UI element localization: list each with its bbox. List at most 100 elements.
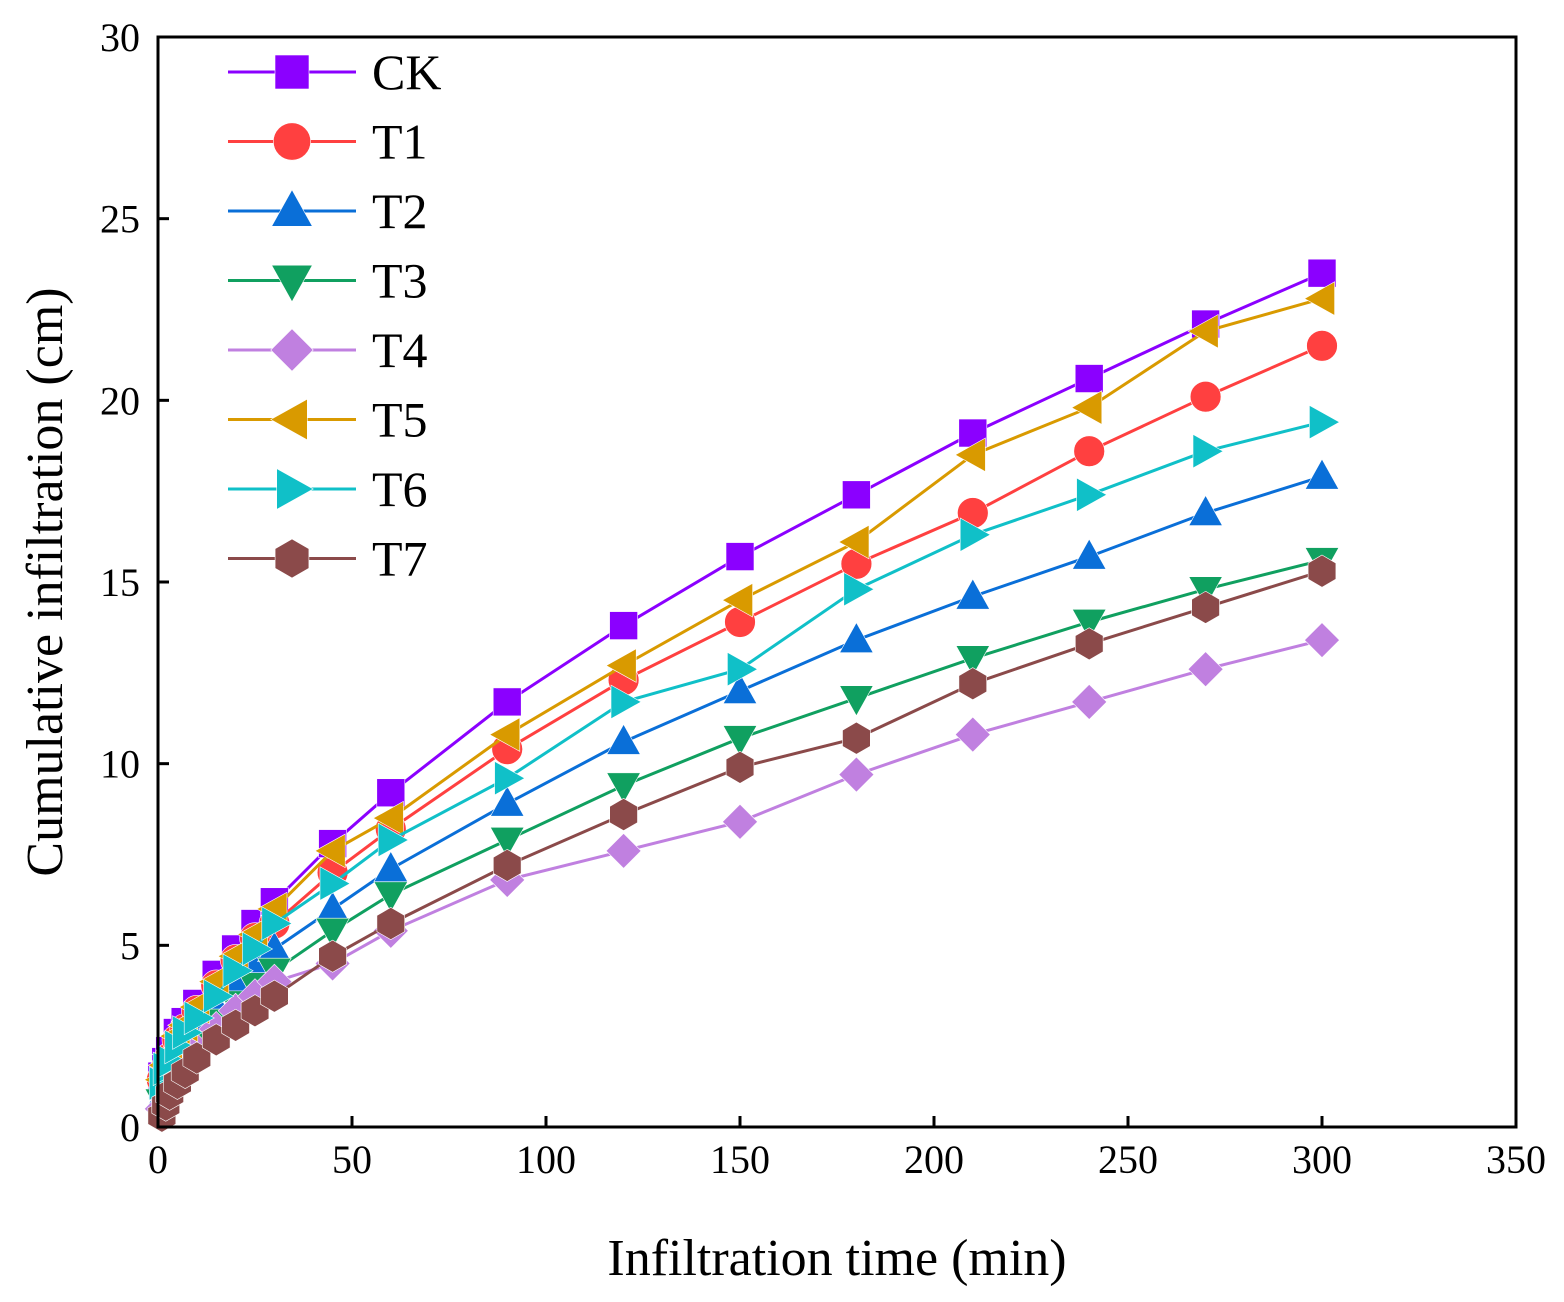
- data-point: [261, 906, 293, 941]
- plot-area-frame: [156, 35, 1518, 1129]
- data-point: [839, 685, 874, 717]
- y-tick-label: 5: [120, 923, 140, 968]
- data-point: [1071, 609, 1107, 641]
- data-point: [314, 833, 346, 869]
- data-point: [489, 785, 525, 817]
- data-point: [958, 667, 988, 701]
- data-point: [606, 723, 641, 755]
- x-tick-label: 200: [904, 1137, 964, 1182]
- legend-marker: [271, 189, 313, 227]
- data-point: [722, 725, 758, 757]
- legend-label: T7: [372, 531, 428, 587]
- data-point: [955, 645, 991, 677]
- series-t7: [147, 554, 1337, 1133]
- data-point: [1074, 364, 1104, 393]
- data-point: [1303, 281, 1335, 316]
- data-point: [377, 822, 409, 858]
- legend-entry: T6: [228, 461, 428, 517]
- data-point: [183, 1000, 215, 1036]
- legend-marker: [274, 538, 310, 579]
- data-point: [1189, 381, 1222, 413]
- legend-label: T3: [372, 253, 428, 309]
- data-point: [260, 979, 289, 1013]
- data-point: [319, 866, 351, 901]
- legend-marker: [271, 264, 313, 303]
- data-point: [605, 648, 637, 683]
- x-tick-label: 50: [332, 1137, 372, 1182]
- legend-entry: T4: [228, 322, 428, 378]
- y-axis-title: Cumulative infiltration (cm): [17, 287, 74, 876]
- y-tick-label: 10: [100, 742, 140, 787]
- y-tick-label: 30: [100, 15, 140, 60]
- x-tick-label: 100: [516, 1137, 576, 1182]
- data-point: [318, 939, 347, 973]
- legend-marker: [274, 54, 310, 90]
- legend-label: T4: [372, 322, 428, 378]
- x-tick-label: 350: [1486, 1137, 1546, 1182]
- data-point: [609, 798, 638, 831]
- data-point: [203, 978, 235, 1014]
- data-point: [1071, 683, 1108, 720]
- data-point: [489, 717, 521, 752]
- data-point: [242, 931, 274, 967]
- y-tick-label: 20: [100, 378, 140, 423]
- data-point: [492, 848, 522, 882]
- data-point: [606, 772, 641, 804]
- x-tick-label: 300: [1292, 1137, 1352, 1182]
- legend-marker: [276, 468, 314, 510]
- data-point: [376, 778, 406, 808]
- legend-entry: CK: [228, 44, 441, 100]
- data-point: [1191, 590, 1220, 624]
- data-point: [315, 917, 350, 949]
- data-point: [494, 760, 526, 796]
- x-tick-label: 0: [148, 1137, 168, 1182]
- data-point: [843, 571, 875, 607]
- legend: CK T1 T2 T3 T4 T5 T6 T7: [228, 44, 441, 587]
- data-point: [954, 437, 986, 473]
- data-point: [1192, 433, 1224, 469]
- legend-marker: [272, 122, 311, 161]
- legend-label: T5: [372, 392, 428, 448]
- data-point: [727, 651, 759, 687]
- data-point: [1304, 622, 1340, 659]
- data-point: [1188, 494, 1223, 526]
- data-point: [1071, 390, 1103, 425]
- legend-marker: [270, 398, 308, 441]
- data-point: [1307, 554, 1337, 588]
- data-point: [725, 750, 755, 784]
- data-point: [954, 716, 991, 753]
- data-point: [489, 827, 525, 859]
- data-point: [610, 684, 642, 720]
- x-tick-label: 150: [710, 1137, 770, 1182]
- data-point: [955, 578, 991, 610]
- y-tick-label: 0: [120, 1105, 140, 1150]
- data-point: [721, 582, 753, 618]
- series-t6: [148, 404, 1341, 1101]
- legend-label: T2: [372, 183, 428, 239]
- data-point: [722, 672, 758, 704]
- data-point: [222, 953, 254, 989]
- data-point: [1309, 404, 1341, 440]
- data-point: [492, 687, 522, 717]
- data-point: [1304, 458, 1340, 490]
- data-point: [1076, 477, 1108, 513]
- data-point: [839, 622, 874, 654]
- data-point: [722, 803, 758, 840]
- data-point: [725, 542, 755, 571]
- y-tick-label: 25: [100, 197, 140, 242]
- data-point: [1073, 435, 1105, 467]
- axis-ticks: 0 50 100 150 200 250 300 350 0 5 10 15 20 25 30: [100, 15, 1546, 1182]
- legend-entry: T3: [228, 253, 428, 309]
- data-point: [1071, 538, 1107, 570]
- data-point: [1187, 651, 1224, 688]
- legend-label: T6: [372, 461, 428, 517]
- data-point: [842, 721, 871, 755]
- data-point: [609, 611, 638, 640]
- series-layer: [143, 258, 1341, 1133]
- data-point: [605, 832, 642, 869]
- y-tick-label: 15: [100, 560, 140, 605]
- data-point: [959, 517, 991, 553]
- data-point: [1187, 313, 1219, 349]
- legend-label: CK: [372, 44, 441, 100]
